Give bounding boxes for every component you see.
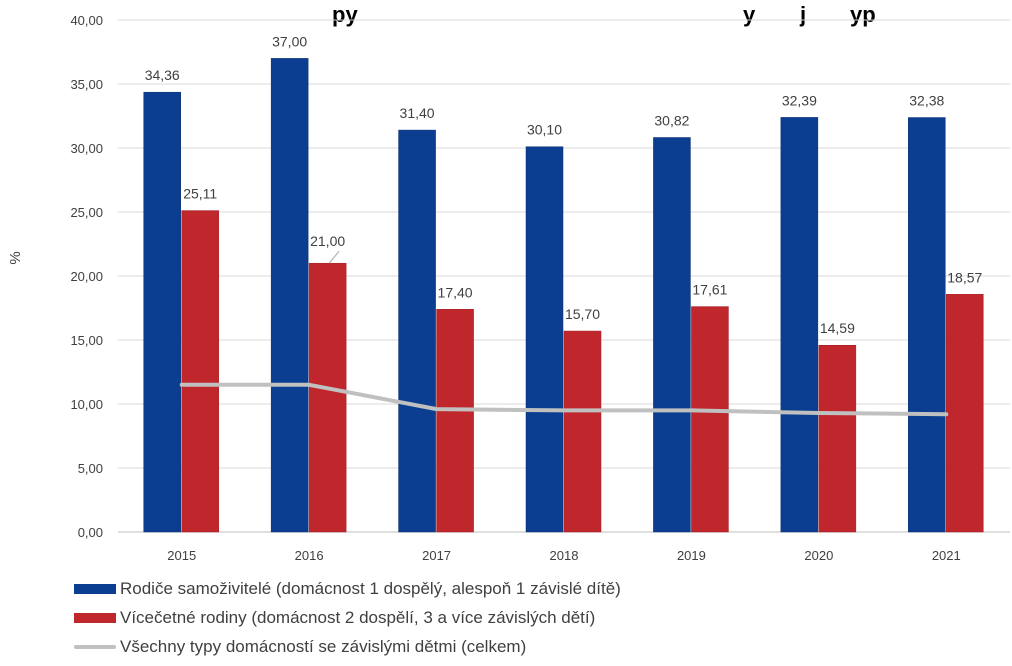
x-tick-label: 2017 <box>422 548 451 563</box>
bar-large-families <box>436 309 474 533</box>
x-tick-label: 2021 <box>932 548 961 563</box>
y-tick-label: 5,00 <box>78 461 103 476</box>
x-tick-label: 2015 <box>167 548 196 563</box>
bar-large-families <box>181 210 219 533</box>
title-fragment: j <box>799 2 806 27</box>
data-label: 32,39 <box>782 92 817 108</box>
y-tick-label: 20,00 <box>70 269 103 284</box>
legend: Rodiče samoživitelé (domácnost 1 dospělý… <box>74 574 621 661</box>
gridlines <box>118 19 1010 533</box>
data-label: 21,00 <box>310 233 345 249</box>
x-tick-label: 2016 <box>295 548 324 563</box>
data-label: 31,40 <box>400 105 435 121</box>
data-label: 25,11 <box>183 186 217 202</box>
data-label: 30,82 <box>654 113 689 129</box>
x-tick-label: 2020 <box>804 548 833 563</box>
data-labels: 34,36 25,11 37,00 21,00 31,40 17,40 30,10 15,70… <box>145 33 983 336</box>
y-tick-label: 0,00 <box>78 525 103 540</box>
bar-large-families <box>818 344 857 533</box>
y-tick-label: 10,00 <box>70 397 103 412</box>
leader-line <box>328 250 340 264</box>
legend-label-all-households: Všechny typy domácností se závislými dět… <box>120 636 527 656</box>
y-axis-label: % <box>7 251 24 264</box>
title-fragment: y <box>743 2 756 27</box>
legend-label-single-parents: Rodiče samoživitelé (domácnost 1 dospělý… <box>120 578 621 598</box>
bars <box>143 58 984 533</box>
chart-title: py y j yp <box>332 2 1012 27</box>
y-tick-label: 40,00 <box>70 13 103 28</box>
data-label: 30,10 <box>527 122 562 138</box>
title-fragment: py <box>332 2 358 27</box>
legend-swatch-grey-line <box>74 644 116 649</box>
data-label: 34,36 <box>145 67 180 83</box>
y-tick-label: 30,00 <box>70 141 103 156</box>
data-label: 18,57 <box>947 269 982 285</box>
bar-large-families <box>308 262 347 533</box>
legend-swatch-red <box>74 612 116 623</box>
bar-large-families <box>691 306 729 533</box>
data-label: 14,59 <box>820 320 855 336</box>
data-label: 17,61 <box>692 282 727 298</box>
bar-single-parents <box>525 146 564 533</box>
bar-single-parents <box>143 91 181 533</box>
y-tick-label: 15,00 <box>70 333 103 348</box>
legend-item-large-families: Vícečetné rodiny (domácnost 2 dospělí, 3… <box>74 603 621 632</box>
y-tick-label: 35,00 <box>70 77 103 92</box>
title-fragment: yp <box>850 2 876 27</box>
legend-label-large-families: Vícečetné rodiny (domácnost 2 dospělí, 3… <box>120 607 596 627</box>
bar-single-parents <box>908 117 946 533</box>
title-mask <box>980 4 1012 24</box>
bar-single-parents <box>398 129 436 533</box>
bar-single-parents <box>780 117 819 533</box>
bar-large-families <box>563 330 602 533</box>
legend-item-all-households: Všechny typy domácností se závislými dět… <box>74 632 621 661</box>
bar-large-families <box>946 294 984 533</box>
x-axis-ticks: 2015 2016 2017 2018 2019 2020 2021 <box>167 548 960 563</box>
legend-item-single-parents: Rodiče samoživitelé (domácnost 1 dospělý… <box>74 574 621 603</box>
bar-single-parents <box>270 58 309 533</box>
data-label: 15,70 <box>565 306 600 322</box>
line-all-households <box>179 382 949 417</box>
data-label: 37,00 <box>272 33 307 49</box>
x-tick-label: 2019 <box>677 548 706 563</box>
data-label: 17,40 <box>438 284 473 300</box>
y-tick-label: 25,00 <box>70 205 103 220</box>
bar-single-parents <box>653 137 691 533</box>
legend-swatch-blue <box>74 583 116 594</box>
trend-line <box>179 382 949 417</box>
x-tick-label: 2018 <box>550 548 579 563</box>
data-label: 32,38 <box>909 93 944 109</box>
y-axis-ticks: 0,00 5,00 10,00 15,00 20,00 25,00 30,00 35,00 40… <box>70 13 103 540</box>
